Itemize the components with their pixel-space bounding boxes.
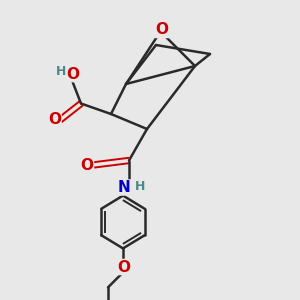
- Text: O: O: [48, 112, 61, 128]
- Text: O: O: [117, 260, 130, 274]
- Text: N: N: [118, 180, 131, 195]
- Text: O: O: [66, 67, 80, 82]
- Text: H: H: [135, 179, 146, 193]
- Text: O: O: [80, 158, 94, 172]
- Text: O: O: [155, 22, 169, 38]
- Text: H: H: [56, 65, 66, 79]
